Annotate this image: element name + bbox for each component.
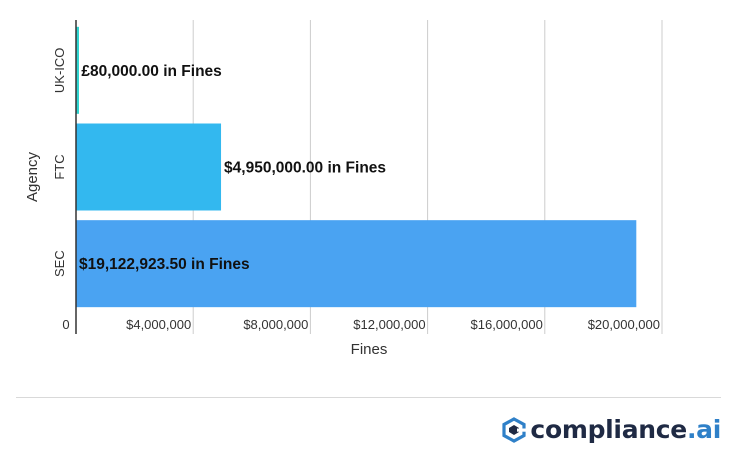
category-labels: UK-ICO FTC SEC xyxy=(52,48,67,277)
x-tick-label: $8,000,000 xyxy=(243,317,308,332)
data-label: £80,000.00 in Fines xyxy=(81,63,221,80)
category-label: FTC xyxy=(52,154,67,179)
compliance-ai-logo-icon xyxy=(502,416,527,443)
x-tick-label: $12,000,000 xyxy=(353,317,425,332)
x-tick-label: 0 xyxy=(62,317,69,332)
y-axis-title: Agency xyxy=(24,151,41,202)
category-label: SEC xyxy=(52,250,67,277)
brand-name-suffix: .ai xyxy=(686,415,721,444)
brand-name-main: compliance xyxy=(530,415,687,444)
bar-ftc xyxy=(76,123,222,211)
bars xyxy=(76,26,637,308)
data-label: $19,122,923.50 in Fines xyxy=(79,256,250,273)
footer-divider xyxy=(16,397,721,398)
x-tick-label: $4,000,000 xyxy=(126,317,191,332)
data-labels: £80,000.00 in Fines $4,950,000.00 in Fine… xyxy=(79,63,386,273)
x-axis-title: Fines xyxy=(351,341,388,358)
data-label: $4,950,000.00 in Fines xyxy=(224,160,386,177)
brand-name: compliance.ai xyxy=(530,415,721,444)
x-tick-label: $20,000,000 xyxy=(588,317,660,332)
brand-logo[interactable]: compliance.ai xyxy=(501,415,721,444)
bar-uk-ico xyxy=(76,26,79,114)
category-label: UK-ICO xyxy=(52,48,67,94)
x-tick-labels: 0 $4,000,000 $8,000,000 $12,000,000 $16,000,… xyxy=(62,317,660,332)
fines-bar-chart: 0 $4,000,000 $8,000,000 $12,000,000 $16,000,… xyxy=(24,20,663,358)
x-tick-label: $16,000,000 xyxy=(471,317,543,332)
bar-sec xyxy=(76,220,637,308)
